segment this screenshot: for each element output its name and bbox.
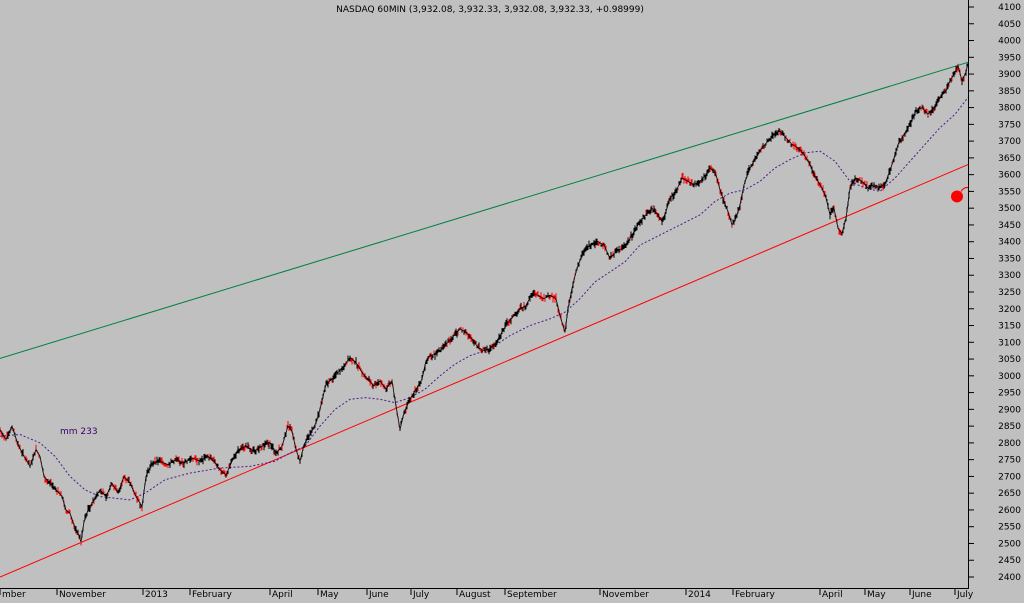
y-tick-label: 3400 <box>998 238 1021 248</box>
y-tick-label: 3100 <box>998 338 1021 348</box>
y-tick-label: 2750 <box>998 456 1021 466</box>
x-tick-label: February <box>192 590 233 599</box>
y-tick-label: 2700 <box>998 472 1021 482</box>
y-tick-label: 3550 <box>998 187 1021 197</box>
y-tick-label: 2500 <box>998 539 1021 549</box>
x-tick-label: August <box>459 590 491 599</box>
ma-label: mm 233 <box>60 427 98 437</box>
y-tick-label: 3300 <box>998 271 1021 281</box>
x-tick-label: November <box>59 590 106 599</box>
price-line <box>0 63 969 542</box>
x-tick-label: June <box>911 590 932 599</box>
y-tick-label: 2800 <box>998 439 1021 449</box>
y-tick-label: 2450 <box>998 556 1021 566</box>
x-tick-label: April <box>272 590 293 599</box>
y-tick-label: 3150 <box>998 322 1021 332</box>
y-tick-label: 3950 <box>998 53 1021 63</box>
y-tick-label: 3000 <box>998 372 1021 382</box>
trendline-1 <box>0 164 969 578</box>
x-tick-label: September <box>507 590 557 599</box>
x-tick-label: July <box>412 590 430 599</box>
y-tick-label: 3200 <box>998 305 1021 315</box>
y-axis-panel <box>968 0 1024 599</box>
chart-title: NASDAQ 60MIN (3,932.08, 3,932.33, 3,932.… <box>336 5 644 15</box>
x-tick-label: July <box>956 590 974 599</box>
y-tick-label: 2400 <box>998 573 1021 583</box>
y-tick-label: 2600 <box>998 506 1021 516</box>
x-tick-label: mber <box>2 590 26 599</box>
y-tick-label: 4100 <box>998 3 1021 13</box>
x-tick-label: November <box>602 590 649 599</box>
y-tick-label: 2850 <box>998 422 1021 432</box>
y-tick-label: 4000 <box>998 37 1021 47</box>
x-tick-label: February <box>735 590 776 599</box>
moving-average-line <box>0 97 969 501</box>
y-tick-label: 4050 <box>998 20 1021 30</box>
x-tick-label: June <box>368 590 389 599</box>
y-tick-label: 3450 <box>998 221 1021 231</box>
x-tick-label: 2013 <box>145 590 168 599</box>
y-tick-label: 2550 <box>998 523 1021 533</box>
y-tick-label: 3500 <box>998 204 1021 214</box>
y-tick-label: 3700 <box>998 137 1021 147</box>
x-tick-label: 2014 <box>688 590 711 599</box>
x-tick-label: May <box>320 590 339 599</box>
y-tick-label: 2900 <box>998 405 1021 415</box>
x-tick-label: May <box>867 590 886 599</box>
trendline-0 <box>0 61 969 359</box>
x-tick-label: April <box>822 590 843 599</box>
y-tick-label: 2650 <box>998 489 1021 499</box>
bomb-marker <box>951 190 963 203</box>
y-tick-label: 3800 <box>998 104 1021 114</box>
y-tick-label: 3900 <box>998 70 1021 80</box>
y-tick-label: 3350 <box>998 254 1021 264</box>
y-tick-label: 2950 <box>998 389 1021 399</box>
y-tick-label: 3850 <box>998 87 1021 97</box>
y-tick-label: 3050 <box>998 355 1021 365</box>
y-tick-label: 3650 <box>998 154 1021 164</box>
y-tick-label: 3600 <box>998 171 1021 181</box>
y-tick-label: 3750 <box>998 120 1021 130</box>
y-tick-label: 3250 <box>998 288 1021 298</box>
